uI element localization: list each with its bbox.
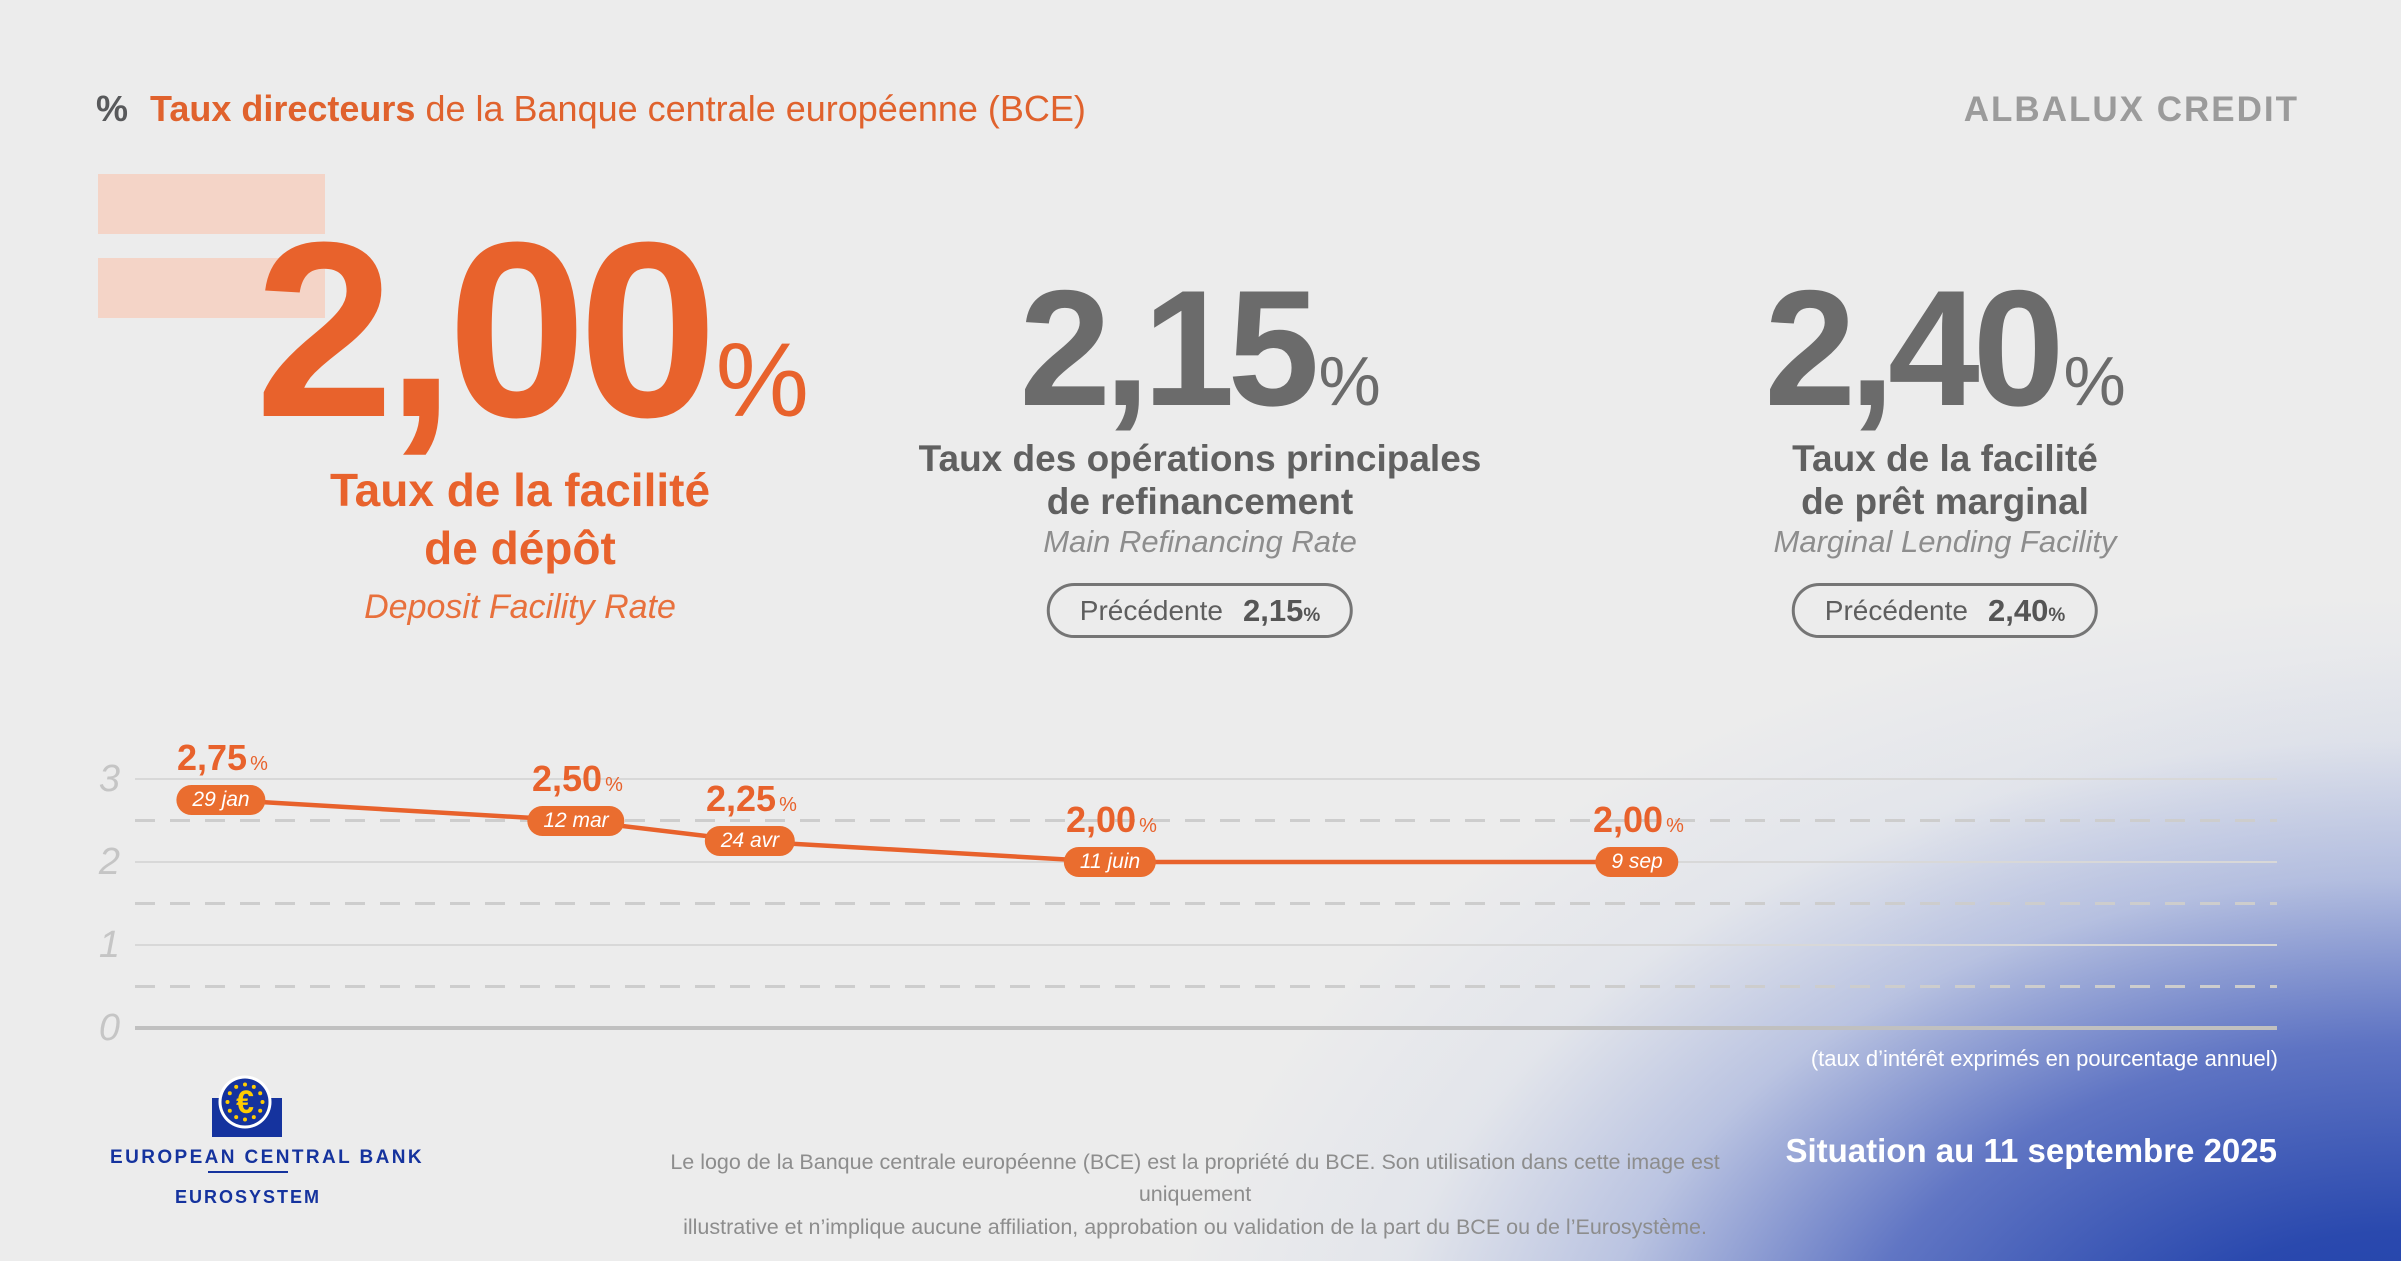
gridline-0-5 <box>135 985 2277 988</box>
point-date-pill: 24 avr <box>704 826 796 857</box>
point-value-label: 2,00% <box>1593 799 1684 840</box>
page-title-bold: Taux directeurs <box>150 88 416 129</box>
deposit-rate-title: Taux de la facilité de dépôt <box>329 464 711 574</box>
deposit-rate-value: 2,00% <box>255 190 809 469</box>
situation-date: Situation au 11 septembre 2025 <box>1785 1132 2277 1169</box>
page-title: % Taux directeurs de la Banque centrale eu… <box>96 88 1086 130</box>
point-date-pill: 11 juin <box>1063 847 1157 877</box>
percent-sign: % <box>2063 342 2126 420</box>
ecb-bank-name: EUROPEAN CENTRAL BANK <box>110 1147 424 1168</box>
percent-sign: % <box>250 752 268 775</box>
refinancing-rate-subtitle: Main Refinancing Rate <box>1043 524 1357 559</box>
previous-value: 2,40% <box>1987 592 2066 628</box>
point-value-label: 2,75% <box>177 736 268 778</box>
page-title-rest: de la Banque centrale européenne (BCE) <box>425 88 1086 129</box>
gridline-1 <box>135 944 2277 946</box>
point-date-pill: 29 jan <box>176 784 266 815</box>
annual-rate-note: (taux d’intérêt exprimés en pourcentage … <box>1810 1046 2278 1071</box>
point-value-label: 2,00% <box>1066 799 1157 840</box>
refinancing-previous-badge: Précédente 2,15% <box>1046 583 1354 638</box>
previous-label: Précédente <box>1824 594 1968 626</box>
disclaimer-text: Le logo de la Banque centrale européenne… <box>670 1150 1720 1239</box>
brand-logo: ALBALUX CREDIT <box>1963 90 2299 129</box>
y-tick-0: 0 <box>98 1007 120 1049</box>
percent-sign: % <box>1303 604 1321 626</box>
gridline-3 <box>135 778 2277 780</box>
percent-sign: % <box>1139 815 1157 837</box>
percent-sign: % <box>779 794 797 817</box>
marginal-rate-subtitle: Marginal Lending Facility <box>1773 524 2117 559</box>
y-tick-1: 1 <box>98 924 120 966</box>
gridline-1-5 <box>135 902 2277 905</box>
gridline-2 <box>135 861 2277 863</box>
y-tick-3: 3 <box>98 758 120 800</box>
percent-sign: % <box>1666 815 1684 837</box>
percent-sign: % <box>605 773 623 796</box>
refinancing-rate-title: Taux des opérations principales de refina… <box>918 438 1482 522</box>
percent-sign: % <box>2048 604 2066 626</box>
marginal-rate-value: 2,40% <box>1764 256 2126 440</box>
ecb-divider <box>208 1171 288 1173</box>
x-axis-line <box>135 1026 2277 1030</box>
point-date-pill: 12 mar <box>527 805 625 836</box>
ecb-eurosystem: EUROSYSTEM <box>174 1187 322 1207</box>
previous-label: Précédente <box>1079 594 1223 626</box>
marginal-previous-badge: Précédente 2,40% <box>1791 583 2099 638</box>
point-value-label: 2,25% <box>706 778 797 820</box>
ecb-stars <box>225 1082 265 1122</box>
rate-line <box>220 797 1637 865</box>
point-date-pill: 9 sep <box>1595 847 1679 877</box>
refinancing-rate-value: 2,15% <box>1019 256 1381 440</box>
decor-bar-top <box>98 174 325 234</box>
ecb-emblem-icon: € <box>212 1075 282 1137</box>
y-tick-2: 2 <box>98 841 120 883</box>
percent-sign: % <box>1318 342 1381 420</box>
point-value-label: 2,50% <box>532 757 623 799</box>
euro-icon: € <box>236 1084 254 1120</box>
previous-value: 2,15% <box>1242 592 1321 628</box>
percent-icon: % <box>96 88 129 129</box>
deposit-rate-subtitle: Deposit Facility Rate <box>364 588 676 626</box>
percent-sign: % <box>715 322 809 439</box>
decor-bar-bottom <box>98 258 325 318</box>
gridline-2-5 <box>135 819 2277 822</box>
marginal-rate-title: Taux de la facilité de prêt marginal <box>1792 438 2098 522</box>
